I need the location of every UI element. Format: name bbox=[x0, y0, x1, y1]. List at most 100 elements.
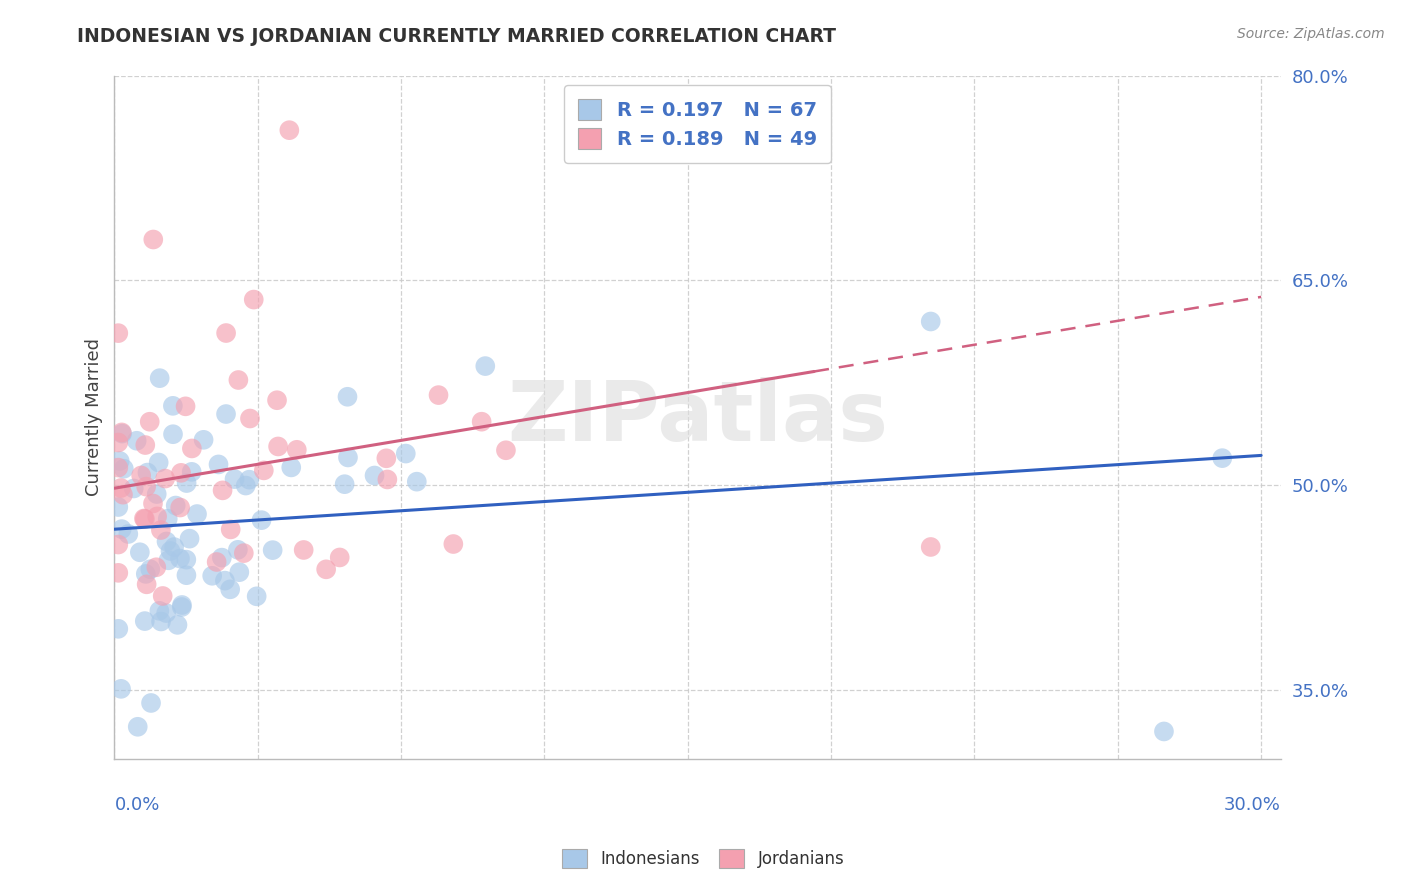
Point bbox=[107, 435, 129, 450]
Point bbox=[375, 451, 398, 466]
Point bbox=[107, 460, 129, 475]
Point bbox=[166, 618, 188, 632]
Point bbox=[111, 522, 134, 536]
Point bbox=[228, 373, 250, 387]
Point bbox=[155, 534, 177, 549]
Point bbox=[139, 562, 162, 576]
Point bbox=[112, 461, 135, 475]
Point bbox=[395, 446, 418, 460]
Point bbox=[129, 468, 152, 483]
Point bbox=[336, 450, 359, 465]
Point bbox=[292, 543, 315, 558]
Point bbox=[267, 440, 290, 454]
Point bbox=[441, 537, 464, 551]
Point bbox=[148, 604, 170, 618]
Point bbox=[135, 566, 157, 581]
Point bbox=[107, 622, 129, 636]
Point bbox=[235, 478, 257, 492]
Point bbox=[920, 540, 942, 554]
Point bbox=[163, 540, 186, 554]
Point bbox=[142, 233, 165, 247]
Point bbox=[211, 483, 233, 498]
Point bbox=[110, 681, 132, 696]
Point bbox=[253, 463, 276, 477]
Point bbox=[242, 293, 264, 307]
Point bbox=[201, 568, 224, 582]
Point bbox=[215, 326, 238, 340]
Point bbox=[228, 565, 250, 579]
Point bbox=[215, 407, 238, 421]
Point bbox=[145, 560, 167, 574]
Point bbox=[132, 511, 155, 525]
Point bbox=[135, 480, 157, 494]
Text: INDONESIAN VS JORDANIAN CURRENTLY MARRIED CORRELATION CHART: INDONESIAN VS JORDANIAN CURRENTLY MARRIE… bbox=[77, 27, 837, 45]
Point bbox=[156, 512, 179, 526]
Point bbox=[155, 606, 177, 620]
Point bbox=[110, 481, 132, 495]
Point bbox=[193, 433, 215, 447]
Point bbox=[136, 466, 159, 480]
Point bbox=[186, 507, 208, 521]
Point bbox=[363, 468, 385, 483]
Point bbox=[142, 496, 165, 510]
Point bbox=[219, 582, 242, 597]
Point bbox=[125, 434, 148, 448]
Point bbox=[159, 544, 181, 558]
Point bbox=[128, 545, 150, 559]
Point bbox=[162, 427, 184, 442]
Point bbox=[170, 600, 193, 615]
Point bbox=[333, 477, 356, 491]
Point bbox=[219, 523, 242, 537]
Point bbox=[179, 532, 201, 546]
Legend: R = 0.197   N = 67, R = 0.189   N = 49: R = 0.197 N = 67, R = 0.189 N = 49 bbox=[564, 86, 831, 162]
Point bbox=[214, 574, 236, 588]
Point bbox=[138, 415, 160, 429]
Point bbox=[205, 555, 228, 569]
Point bbox=[169, 551, 191, 566]
Text: 30.0%: 30.0% bbox=[1223, 797, 1281, 814]
Point bbox=[211, 550, 233, 565]
Point bbox=[1153, 724, 1175, 739]
Point bbox=[162, 399, 184, 413]
Point bbox=[262, 543, 284, 558]
Point bbox=[169, 500, 191, 515]
Point bbox=[405, 475, 427, 489]
Point bbox=[266, 393, 288, 408]
Point bbox=[170, 598, 193, 612]
Point bbox=[329, 550, 352, 565]
Point bbox=[239, 411, 262, 425]
Point bbox=[111, 426, 134, 441]
Point bbox=[495, 443, 517, 458]
Point bbox=[920, 314, 942, 328]
Point bbox=[170, 466, 193, 480]
Legend: Indonesians, Jordanians: Indonesians, Jordanians bbox=[555, 843, 851, 875]
Text: ZIPatlas: ZIPatlas bbox=[508, 376, 889, 458]
Point bbox=[174, 400, 197, 414]
Point bbox=[149, 371, 172, 385]
Point bbox=[285, 442, 308, 457]
Point bbox=[107, 537, 129, 551]
Point bbox=[127, 720, 149, 734]
Point bbox=[153, 472, 176, 486]
Point bbox=[134, 438, 156, 452]
Point bbox=[224, 472, 246, 486]
Point bbox=[139, 696, 162, 710]
Point bbox=[246, 590, 269, 604]
Point bbox=[1211, 451, 1233, 466]
Point bbox=[107, 326, 129, 340]
Text: 0.0%: 0.0% bbox=[114, 797, 160, 814]
Point bbox=[226, 542, 249, 557]
Point bbox=[111, 425, 134, 440]
Point bbox=[474, 359, 496, 373]
Point bbox=[150, 615, 173, 629]
Point bbox=[107, 500, 129, 514]
Point bbox=[176, 552, 198, 566]
Point bbox=[134, 512, 156, 526]
Point bbox=[232, 546, 254, 560]
Point bbox=[207, 458, 229, 472]
Point bbox=[149, 523, 172, 537]
Point bbox=[107, 566, 129, 580]
Point bbox=[157, 553, 180, 567]
Point bbox=[135, 577, 157, 591]
Point bbox=[377, 473, 399, 487]
